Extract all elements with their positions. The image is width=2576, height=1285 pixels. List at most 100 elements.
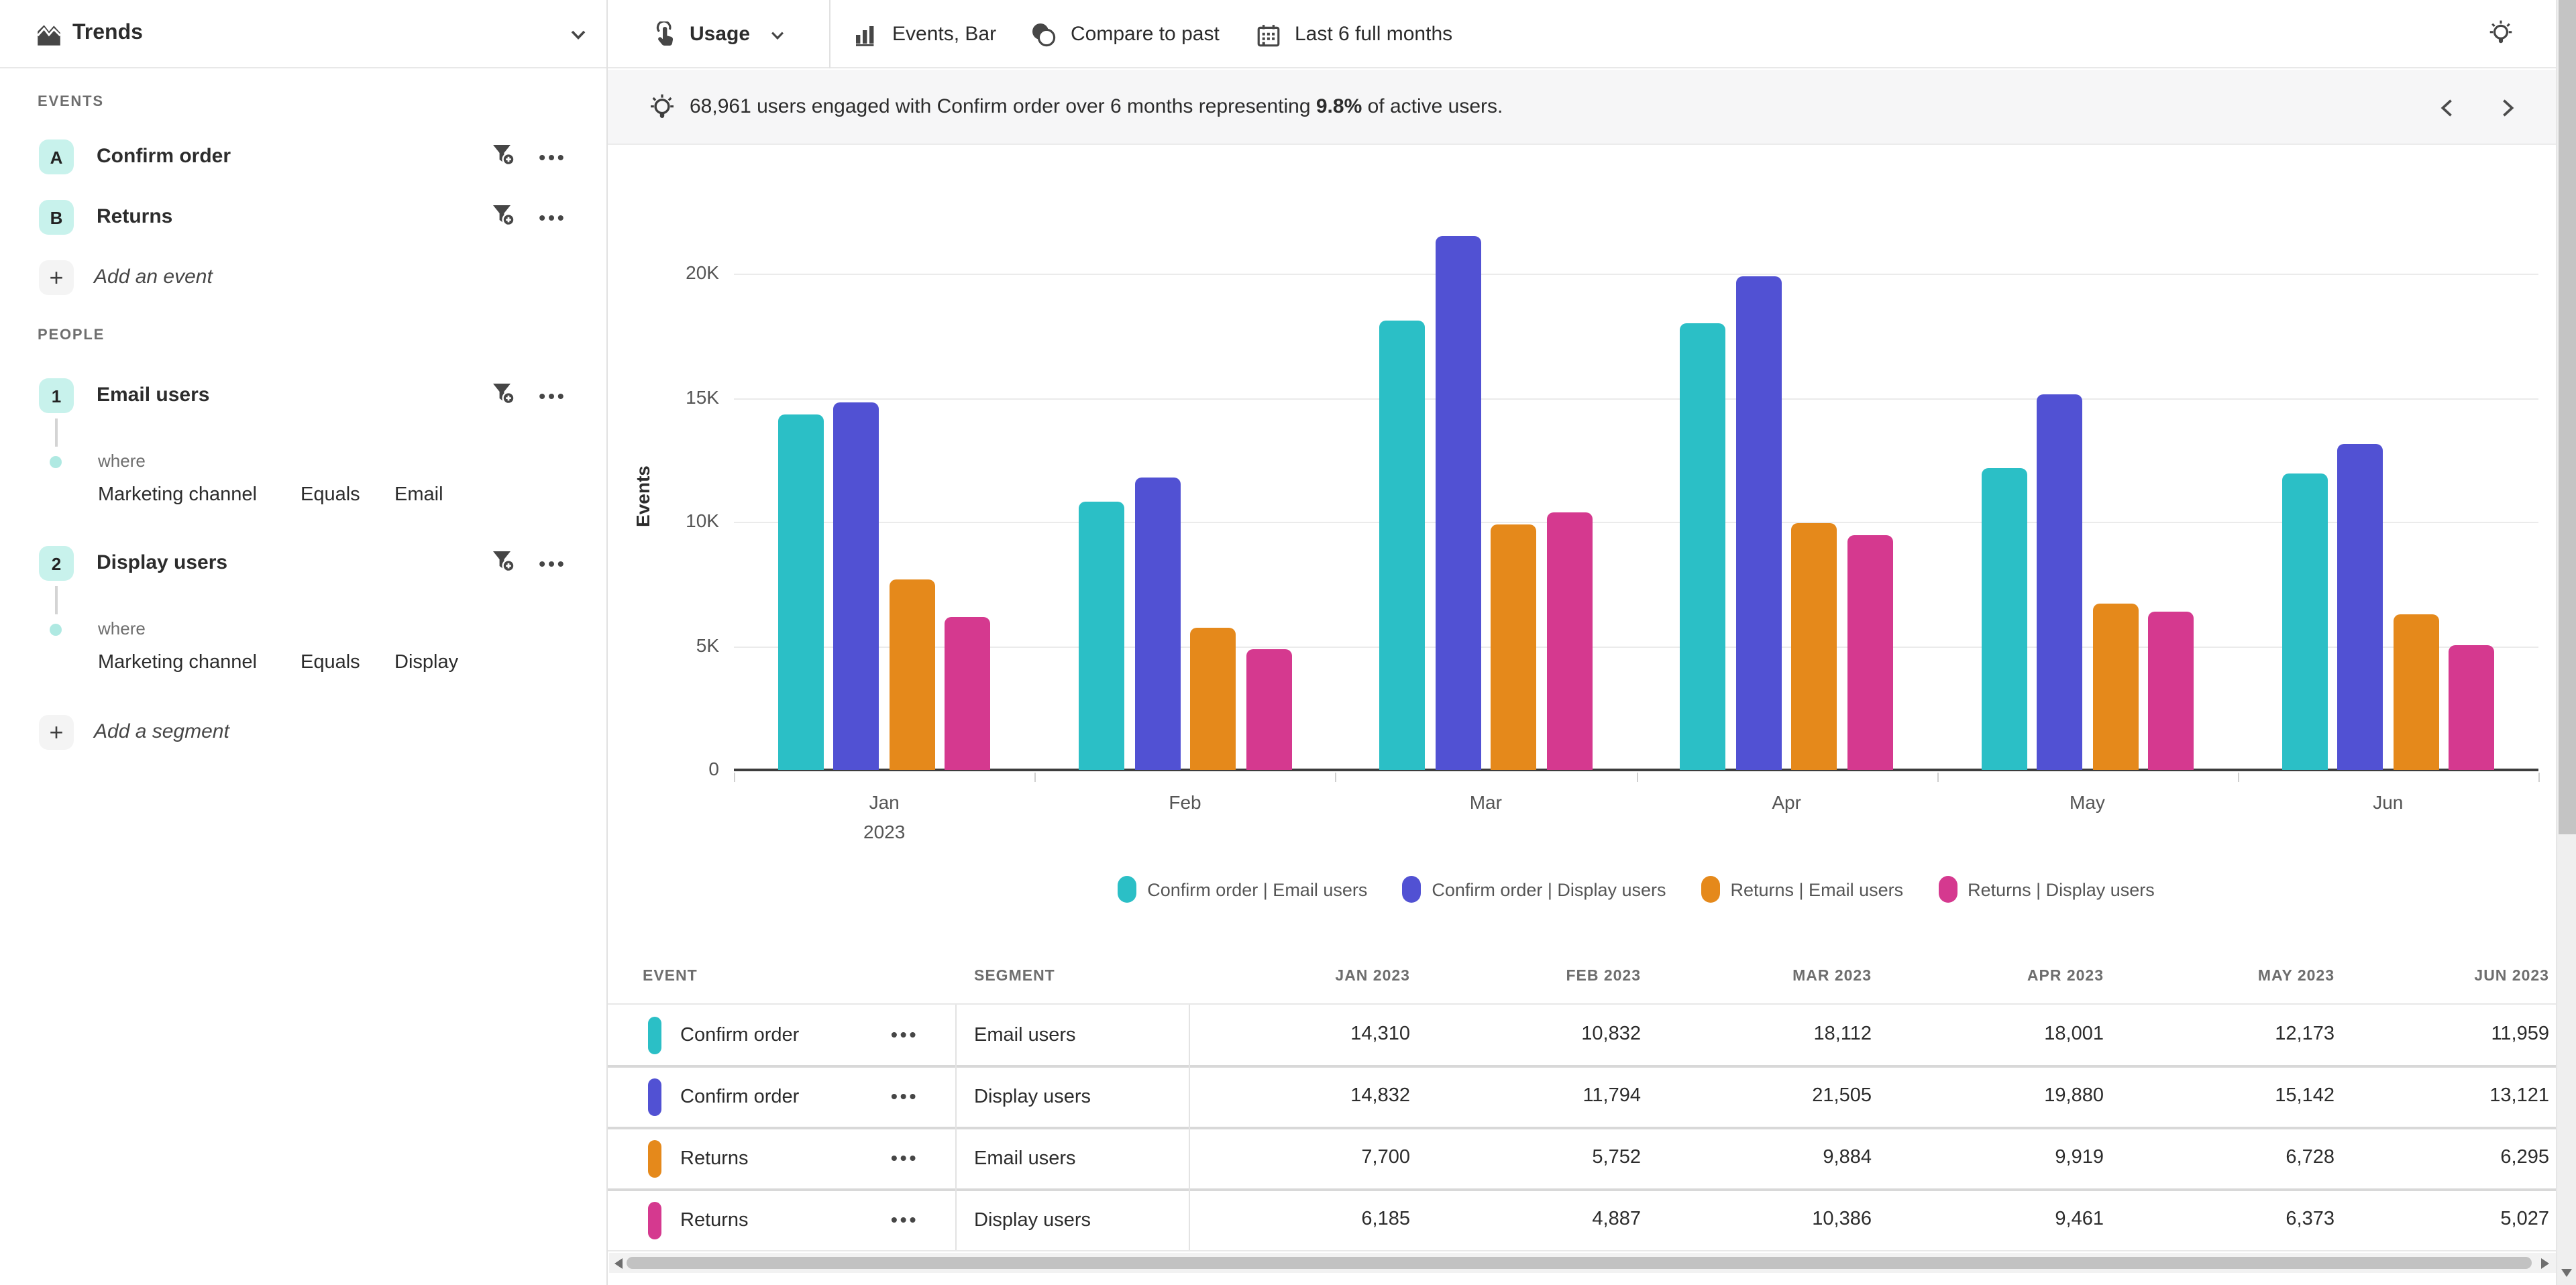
table-header-month: FEB 2023: [1566, 968, 1641, 985]
bar-confirm-order-email-users[interactable]: [1079, 501, 1124, 770]
row-more-menu-button[interactable]: •••: [891, 1085, 919, 1107]
legend-item[interactable]: Returns | Email users: [1701, 876, 1903, 903]
row-more-menu-button[interactable]: •••: [891, 1209, 919, 1230]
horizontal-scrollbar-thumb[interactable]: [627, 1257, 2532, 1269]
table-column-divider: [955, 1005, 957, 1250]
date-range-button[interactable]: Last 6 full months: [1252, 16, 1452, 54]
segment-more-menu-button[interactable]: •••: [539, 385, 567, 406]
compare-to-past-button[interactable]: Compare to past: [1028, 16, 1220, 54]
row-month-value: 19,880: [2044, 1085, 2104, 1107]
legend-swatch: [1402, 876, 1421, 903]
rule-property-dropdown[interactable]: Marketing channel: [98, 484, 257, 506]
bar-confirm-order-display-users[interactable]: [1435, 236, 1481, 770]
insight-text: 68,961 users engaged with Confirm order …: [690, 95, 1503, 118]
segment-row[interactable]: 2 Display users •••: [0, 546, 606, 581]
event-filter-add-button[interactable]: [487, 141, 519, 173]
scroll-down-arrow-icon[interactable]: [2561, 1269, 2572, 1277]
table-row: Confirm order ••• Display users 14,832 11,79…: [608, 1066, 2556, 1127]
row-more-menu-button[interactable]: •••: [891, 1147, 919, 1168]
chart-type-label: Events, Bar: [892, 23, 997, 46]
segment-filter-add-button[interactable]: [487, 547, 519, 579]
bar-confirm-order-display-users[interactable]: [2037, 394, 2082, 770]
table-bottom-divider: [608, 1250, 2556, 1251]
bar-confirm-order-email-users[interactable]: [1379, 320, 1426, 770]
add-event-button[interactable]: + Add an event: [0, 260, 606, 295]
event-row[interactable]: B Returns •••: [0, 200, 606, 235]
row-month-value: 18,112: [1813, 1023, 1872, 1045]
rule-property-dropdown[interactable]: Marketing channel: [98, 652, 257, 673]
x-tick-label: May: [2070, 791, 2105, 813]
bar-returns-display-users[interactable]: [2449, 645, 2495, 770]
events-section-label: EVENTS: [38, 94, 104, 110]
event-more-menu-button[interactable]: •••: [539, 207, 567, 228]
people-section-label: PEOPLE: [38, 327, 105, 343]
bar-returns-display-users[interactable]: [2148, 612, 2194, 770]
metric-dropdown[interactable]: Usage: [648, 16, 793, 54]
y-tick-label: 10K: [686, 510, 719, 531]
filter-add-icon: [491, 202, 515, 233]
bar-returns-display-users[interactable]: [1847, 535, 1893, 770]
legend-item[interactable]: Confirm order | Email users: [1118, 876, 1367, 903]
bar-confirm-order-display-users[interactable]: [833, 402, 879, 770]
rule-operator-dropdown[interactable]: Equals: [301, 652, 360, 673]
bar-confirm-order-display-users[interactable]: [1735, 276, 1782, 770]
bar-confirm-order-email-users[interactable]: [1680, 323, 1726, 770]
bar-returns-display-users[interactable]: [945, 616, 991, 770]
table-row: Returns ••• Email users 7,700 5,752 9,884 9,91…: [608, 1128, 2556, 1188]
chart-type-button[interactable]: Events, Bar: [849, 16, 996, 54]
segment-filter-add-button[interactable]: [487, 380, 519, 412]
row-month-value: 11,794: [1582, 1085, 1641, 1107]
row-month-value: 5,027: [2500, 1209, 2549, 1230]
event-more-menu-button[interactable]: •••: [539, 146, 567, 168]
event-row[interactable]: A Confirm order •••: [0, 139, 606, 174]
row-event-name: Confirm order: [680, 1024, 800, 1046]
segment-rule-row: Marketing channel Equals Email: [98, 484, 554, 511]
table-header-segment: SEGMENT: [974, 968, 1055, 985]
legend-item[interactable]: Returns | Display users: [1938, 876, 2155, 903]
bar-returns-email-users[interactable]: [2092, 603, 2138, 770]
segment-row[interactable]: 1 Email users •••: [0, 378, 606, 413]
bar-confirm-order-display-users[interactable]: [2337, 444, 2383, 770]
x-tick-mark: [2538, 773, 2540, 782]
bar-returns-email-users[interactable]: [889, 579, 935, 770]
row-month-value: 12,173: [2275, 1023, 2334, 1045]
row-month-value: 9,884: [1823, 1147, 1872, 1168]
row-segment-name: Email users: [974, 1024, 1076, 1046]
scroll-left-arrow-icon[interactable]: [614, 1258, 623, 1269]
row-more-menu-button[interactable]: •••: [891, 1023, 919, 1045]
row-month-value: 5,752: [1592, 1147, 1641, 1168]
segment-rule-row: Marketing channel Equals Display: [98, 652, 554, 679]
rule-value-dropdown[interactable]: Display: [394, 652, 459, 673]
x-tick-label: Jan: [869, 791, 900, 813]
vertical-scrollbar-thumb[interactable]: [2559, 0, 2576, 834]
bar-confirm-order-display-users[interactable]: [1134, 477, 1180, 770]
legend-item[interactable]: Confirm order | Display users: [1402, 876, 1666, 903]
bar-confirm-order-email-users[interactable]: [1981, 467, 2027, 770]
bar-returns-email-users[interactable]: [1190, 627, 1236, 770]
rule-operator-dropdown[interactable]: Equals: [301, 484, 360, 506]
vertical-scrollbar[interactable]: [2556, 0, 2576, 1285]
rule-value-dropdown[interactable]: Email: [394, 484, 443, 506]
bar-returns-email-users[interactable]: [1791, 523, 1837, 770]
bar-returns-display-users[interactable]: [1546, 512, 1593, 770]
x-tick-label: Mar: [1469, 791, 1502, 813]
insights-lightbulb-button[interactable]: [2483, 16, 2518, 51]
bar-confirm-order-email-users[interactable]: [2282, 473, 2328, 770]
bar-returns-email-users[interactable]: [1491, 524, 1537, 770]
bar-returns-email-users[interactable]: [2393, 614, 2439, 770]
bar-returns-display-users[interactable]: [1246, 649, 1291, 770]
next-insight-button[interactable]: [2491, 91, 2524, 123]
row-segment-name: Display users: [974, 1209, 1091, 1231]
segment-where-label: where: [98, 618, 146, 638]
event-filter-add-button[interactable]: [487, 201, 519, 233]
previous-insight-button[interactable]: [2430, 91, 2462, 123]
segment-rule-dot-icon: [50, 456, 62, 468]
segment-more-menu-button[interactable]: •••: [539, 553, 567, 574]
report-type-dropdown[interactable]: Trends: [0, 0, 606, 68]
lightbulb-icon: [645, 91, 679, 125]
add-segment-button[interactable]: + Add a segment: [0, 715, 606, 750]
horizontal-scrollbar[interactable]: [609, 1253, 2556, 1273]
bar-confirm-order-email-users[interactable]: [777, 414, 824, 770]
segment-name: Display users: [97, 551, 228, 574]
scroll-right-arrow-icon[interactable]: [2541, 1258, 2549, 1269]
